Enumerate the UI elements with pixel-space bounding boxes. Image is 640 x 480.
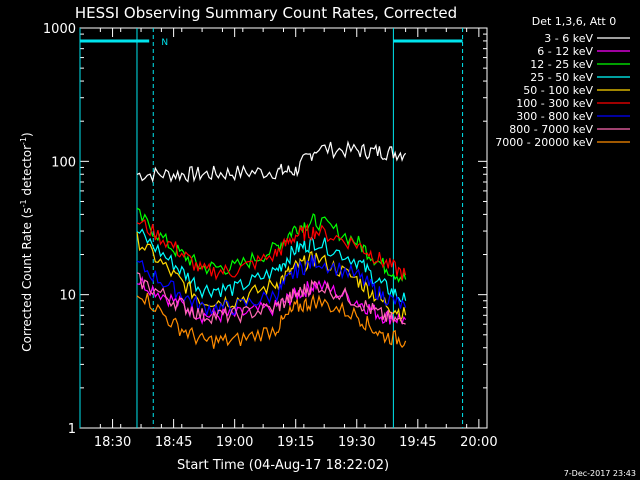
series-line bbox=[136, 228, 407, 303]
series-line bbox=[136, 254, 407, 316]
x-tick-label: 20:00 bbox=[460, 435, 497, 450]
series-line bbox=[136, 292, 407, 349]
legend-title: Det 1,3,6, Att 0 bbox=[532, 15, 616, 28]
x-tick-label: 18:30 bbox=[94, 435, 131, 450]
y-axis-label-part: detector bbox=[20, 145, 34, 200]
legend-label: 25 - 50 keV bbox=[530, 71, 593, 84]
y-axis-label-part: ) bbox=[20, 132, 34, 137]
footer-timestamp: 7-Dec-2017 23:43 bbox=[564, 469, 636, 478]
plot-area: 18:30 18:45 19:00 19:15 19:30 19:45 20:00 1 10 10… bbox=[43, 22, 498, 450]
series-line bbox=[136, 219, 407, 281]
plot-frame bbox=[79, 27, 488, 429]
x-tick-label: 19:15 bbox=[277, 435, 314, 450]
y-tick-label: 1 bbox=[68, 422, 76, 437]
x-tick-label: 19:00 bbox=[216, 435, 253, 450]
legend-label: 12 - 25 keV bbox=[530, 58, 593, 71]
legend-label: 3 - 6 keV bbox=[544, 32, 593, 45]
y-axis-label: Corrected Count Rate (s-1 detector-1) bbox=[19, 132, 34, 351]
legend-label: 300 - 800 keV bbox=[516, 110, 593, 123]
legend-label: 100 - 300 keV bbox=[516, 97, 593, 110]
night-marker-label: N bbox=[161, 38, 168, 48]
series-line bbox=[136, 140, 407, 184]
y-axis-label-sup: -1 bbox=[19, 137, 28, 145]
y-tick-label: 10 bbox=[59, 289, 76, 304]
y-tick-label: 100 bbox=[51, 155, 76, 170]
series-line bbox=[136, 272, 406, 325]
series-line bbox=[136, 232, 407, 322]
x-tick-label: 19:30 bbox=[338, 435, 375, 450]
y-axis-label-part: Corrected Count Rate (s bbox=[20, 207, 34, 351]
y-axis-label-sup: -1 bbox=[19, 199, 28, 207]
legend-label: 800 - 7000 keV bbox=[509, 123, 593, 136]
x-tick-label: 19:45 bbox=[399, 435, 436, 450]
y-tick-label: 1000 bbox=[43, 22, 76, 37]
legend-label: 6 - 12 keV bbox=[537, 45, 593, 58]
x-axis-label: Start Time (04-Aug-17 18:22:02) bbox=[177, 458, 389, 473]
legend-label: 7000 - 20000 keV bbox=[495, 136, 593, 149]
legend-label: 50 - 100 keV bbox=[523, 84, 593, 97]
x-tick-label: 18:45 bbox=[155, 435, 192, 450]
chart-title: HESSI Observing Summary Count Rates, Cor… bbox=[75, 4, 457, 22]
